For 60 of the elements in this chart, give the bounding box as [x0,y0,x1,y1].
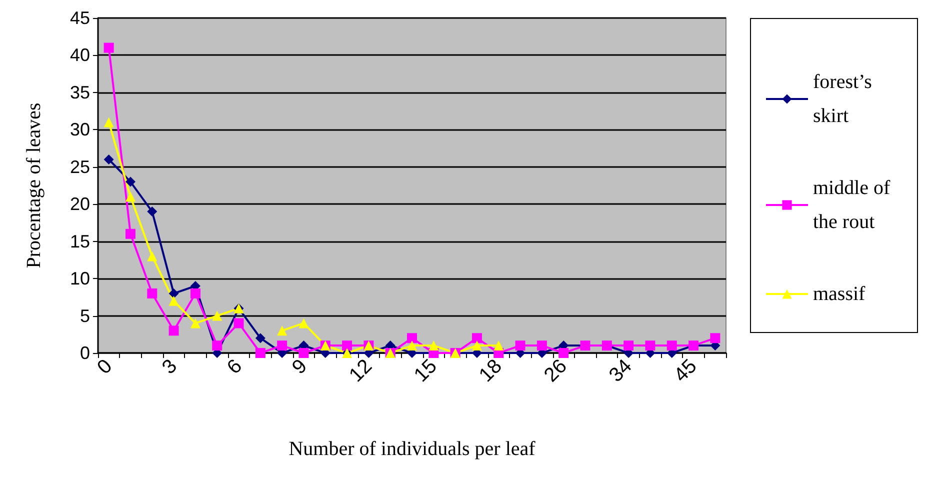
point [147,206,158,217]
point [277,326,288,336]
point [255,348,266,358]
x-tick-label: 34 [605,355,636,386]
y-tick-label: 15 [70,231,90,252]
point [168,288,179,298]
point [710,333,720,344]
point [666,340,677,351]
point [494,340,504,351]
point [234,318,244,328]
legend-label: massif [813,283,866,305]
point [428,340,439,351]
point [472,333,482,344]
point [645,340,656,351]
point [472,340,482,351]
y-axis-title: Procentage of leaves [23,102,45,268]
point [104,117,114,128]
y-tick-label: 20 [70,194,90,214]
point [104,42,114,53]
x-tick-label: 26 [540,355,572,386]
point [407,340,417,351]
point [558,348,569,358]
y-tick-label: 40 [70,45,90,66]
x-tick-label: 3 [158,355,182,379]
point [168,326,179,336]
y-tick-label: 10 [70,268,90,289]
legend-label: middle of the rout [813,177,896,233]
point [536,340,547,351]
point [624,340,634,351]
x-tick-label: 45 [670,355,702,386]
point [298,318,309,328]
point [125,176,136,187]
point [277,340,288,351]
x-tick-label: 9 [288,355,312,379]
y-tick-label: 5 [80,306,90,326]
y-tick-label: 45 [70,8,90,28]
x-axis-title: Number of individuals per leaf [288,438,536,460]
x-tick-label: 18 [475,355,506,386]
y-tick-label: 35 [70,82,90,102]
point [125,192,136,202]
point [407,333,417,344]
point [255,333,266,344]
legend-label: forest’s skirt [813,71,877,127]
y-tick-label: 25 [70,156,90,177]
point [212,340,222,351]
point [342,340,352,351]
x-tick-label: 6 [223,355,247,379]
point [147,251,158,262]
x-tick-label: 15 [410,355,442,386]
point [515,340,526,351]
point [212,310,222,321]
point [104,154,114,164]
point [298,348,309,358]
point [190,288,200,298]
point [168,296,179,306]
y-tick-label: 30 [70,120,90,140]
x-tick-label: 12 [345,355,376,386]
point [190,318,200,328]
point [147,288,158,298]
point [125,228,136,239]
